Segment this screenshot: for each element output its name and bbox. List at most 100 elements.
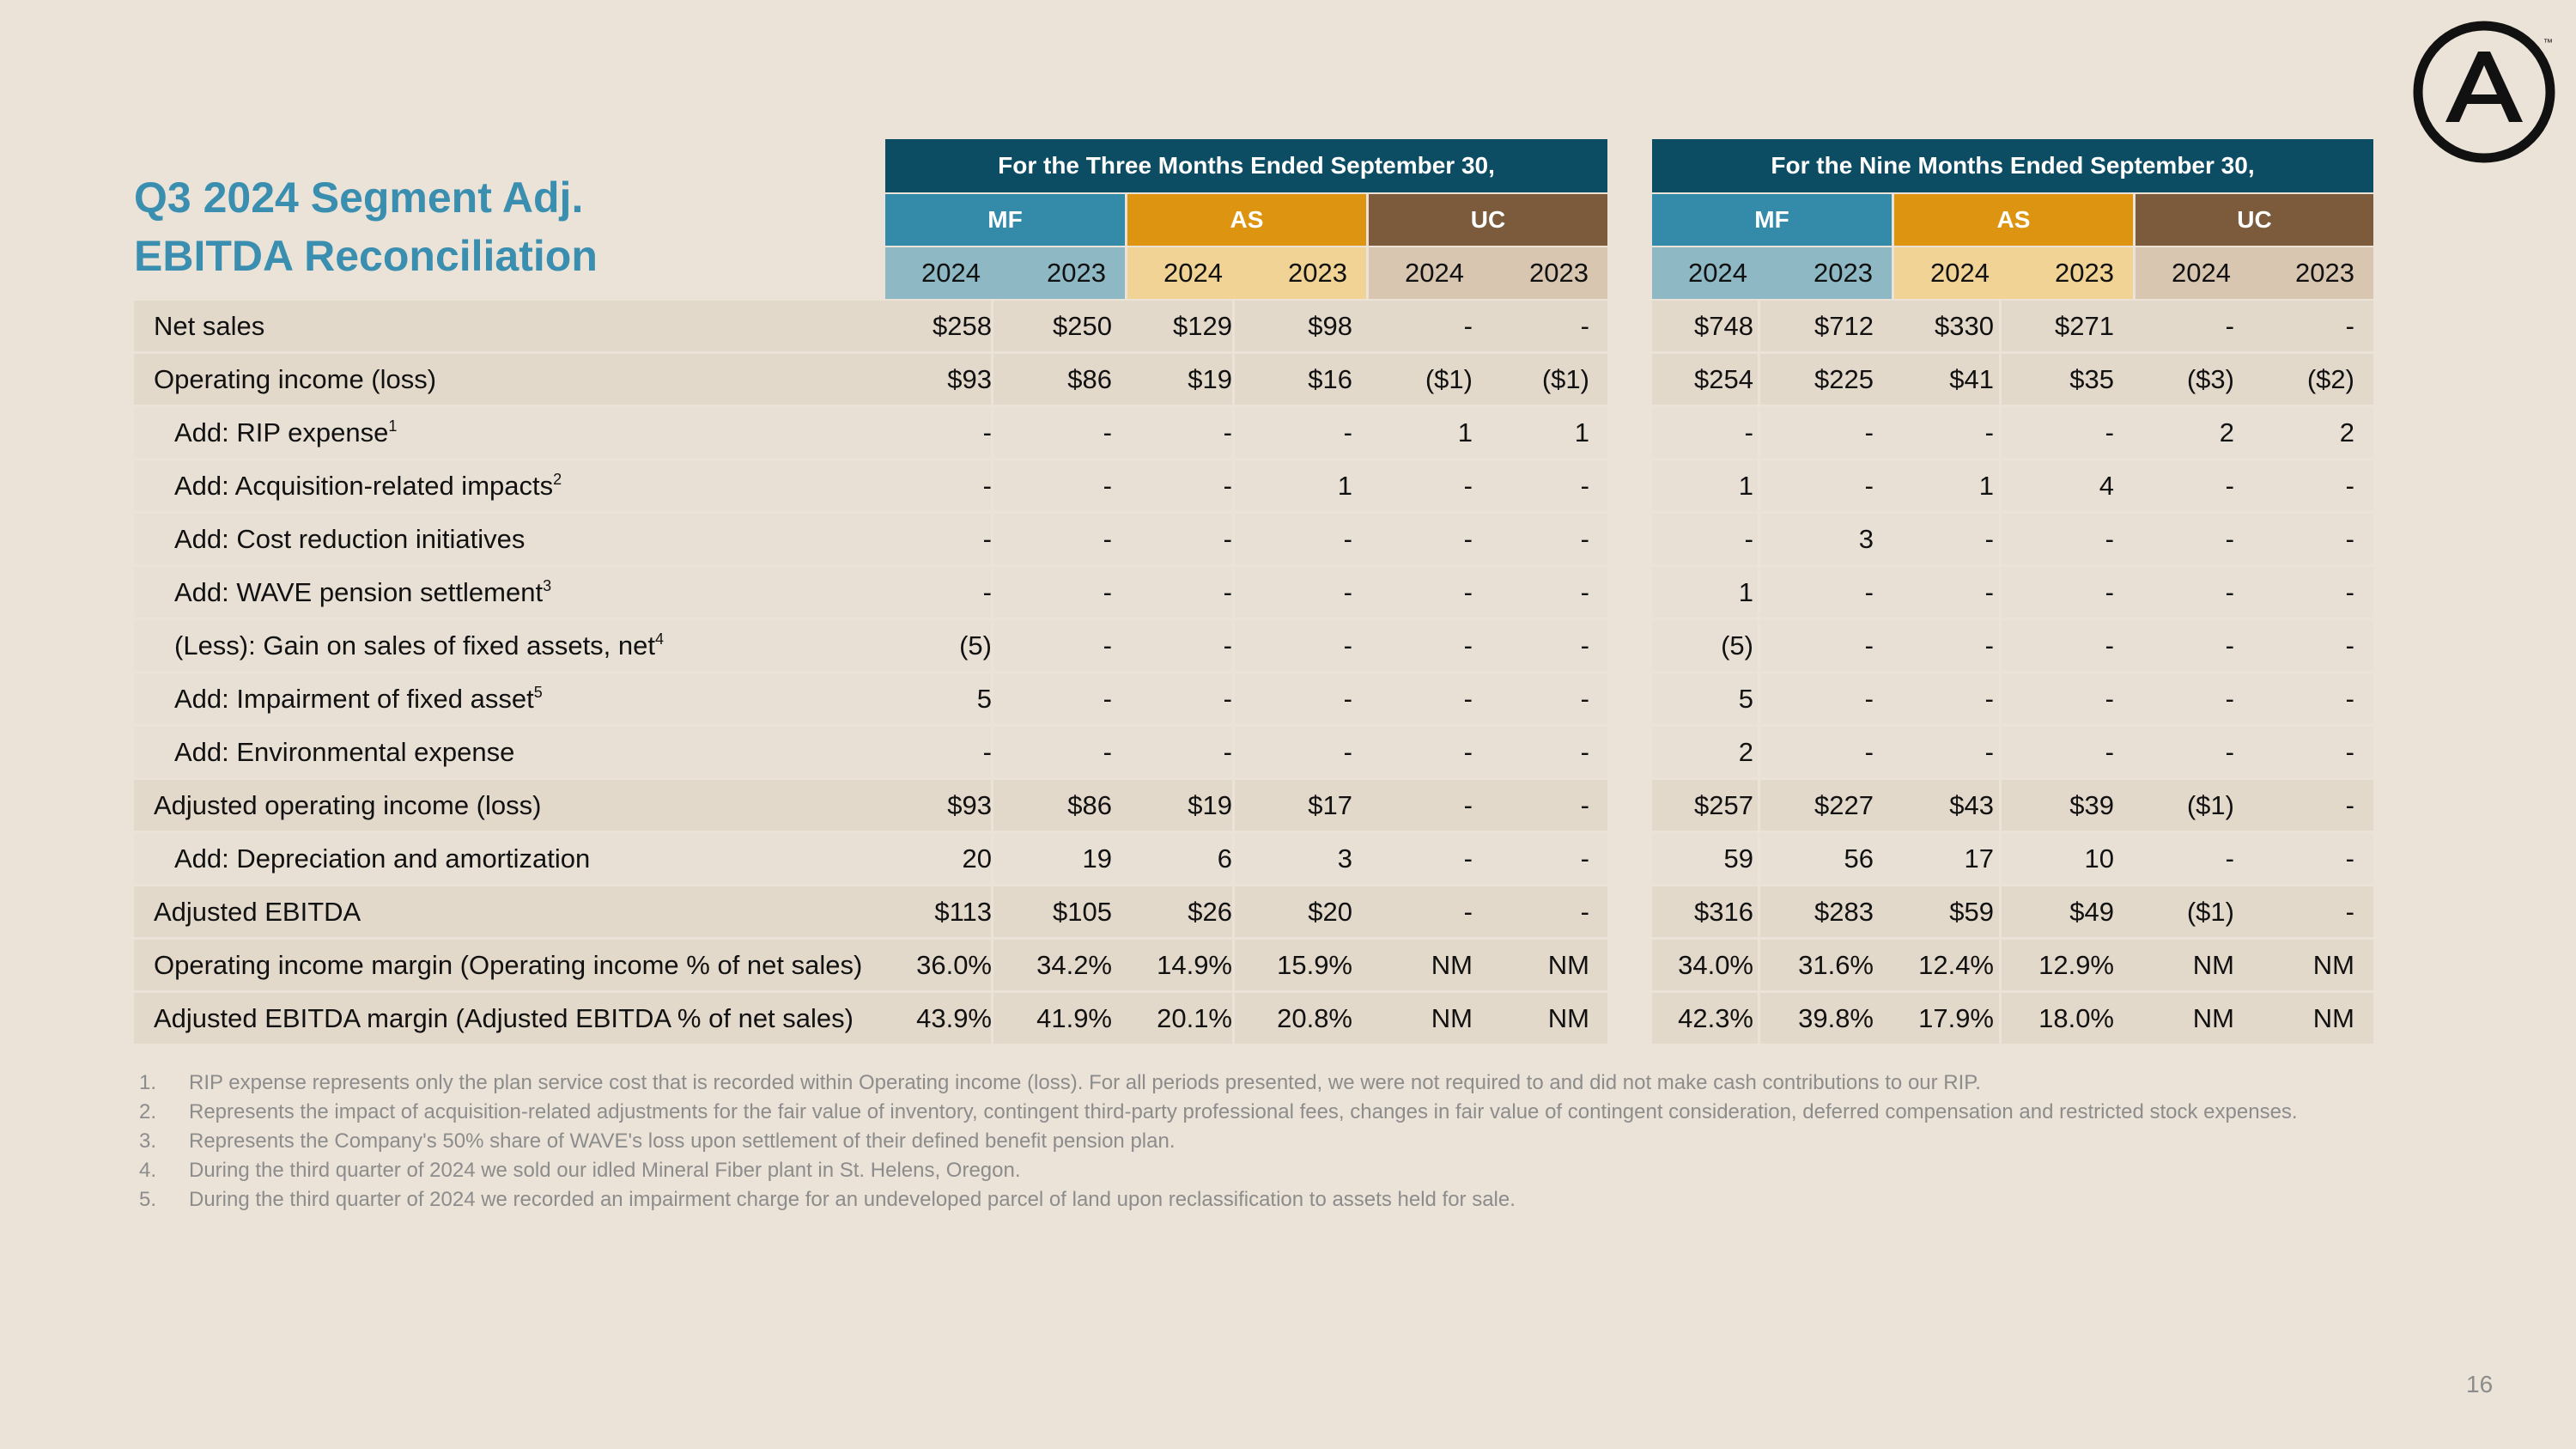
year-2024: 2024	[1163, 258, 1223, 288]
segment-divider	[1232, 940, 1235, 990]
table-cell: -	[1103, 417, 1112, 447]
table-cell: -	[2225, 524, 2234, 554]
table-cell: 59	[1723, 843, 1753, 874]
table-row: Adjusted operating income (loss) $93 $86 $1…	[134, 780, 2373, 833]
table-cell: $748	[1694, 311, 1753, 341]
table-cell: -	[2225, 684, 2234, 714]
table-cell: $712	[1814, 311, 1874, 341]
period-gap	[1607, 301, 1652, 351]
table-cell: $49	[2069, 897, 2114, 927]
table-cell: -	[1864, 737, 1874, 767]
footnote-number: 3.	[139, 1129, 157, 1153]
table-cell: $41	[1949, 364, 1994, 394]
table-cell: -	[2225, 843, 2234, 874]
year-2024: 2024	[1930, 258, 1990, 288]
segment-divider	[991, 886, 993, 937]
year-2023: 2023	[2295, 258, 2354, 288]
segment-divider	[991, 354, 993, 405]
table-cell: $105	[1053, 897, 1112, 927]
table-cell: 17.9%	[1918, 1003, 1994, 1033]
table-cell: -	[2345, 577, 2354, 607]
row-label: Net sales	[154, 301, 264, 351]
table-cell: 1	[1457, 417, 1473, 447]
segment-divider	[991, 620, 993, 671]
table-cell: -	[1103, 524, 1112, 554]
row-label: Add: Impairment of fixed asset5	[174, 673, 543, 724]
period-gap	[1607, 886, 1652, 937]
footnote-ref: 3	[543, 577, 552, 594]
table-row: (Less): Gain on sales of fixed assets, n…	[134, 620, 2373, 673]
row-label: Adjusted operating income (loss)	[154, 780, 541, 831]
table-row: Add: Impairment of fixed asset5 5- - - - -5- -…	[134, 673, 2373, 727]
table-cell: $86	[1067, 364, 1112, 394]
segment-divider	[991, 833, 993, 884]
row-label-text: Add: Depreciation and amortization	[174, 843, 591, 874]
table-cell: -	[1864, 471, 1874, 501]
table-cell: -	[1580, 577, 1589, 607]
segment-divider	[1999, 886, 2002, 937]
segment-divider	[1758, 940, 1760, 990]
table-cell: -	[982, 524, 992, 554]
table-cell: -	[1463, 684, 1473, 714]
table-row: Operating income margin (Operating incom…	[134, 940, 2373, 993]
period-gap	[1607, 567, 1652, 618]
table-cell: -	[1580, 737, 1589, 767]
row-label: Add: Acquisition-related impacts2	[174, 460, 562, 511]
table-cell: $20	[1308, 897, 1352, 927]
table-cell: -	[1580, 790, 1589, 820]
table-cell: -	[1580, 311, 1589, 341]
table-cell: NM	[2312, 1003, 2354, 1033]
year-2024: 2024	[1688, 258, 1747, 288]
segment-divider	[1758, 780, 1760, 831]
segment-divider	[991, 301, 993, 351]
table-cell: -	[1984, 630, 1994, 661]
table-cell: -	[1580, 684, 1589, 714]
footnote-item: 4. During the third quarter of 2024 we so…	[139, 1156, 2303, 1185]
row-label-text: Operating income margin (Operating incom…	[154, 950, 863, 980]
table-cell: (5)	[1721, 630, 1753, 661]
segment-divider	[1999, 993, 2002, 1044]
footnote-text: RIP expense represents only the plan ser…	[189, 1071, 1981, 1094]
table-cell: NM	[1547, 950, 1589, 980]
table-row: Add: Environmental expense - - - - - - 2 - - - - -	[134, 727, 2373, 780]
period-gap	[1607, 780, 1652, 831]
table-cell: -	[2105, 684, 2114, 714]
table-row: Add: RIP expense1- - - -1 1- - - -2 2	[134, 407, 2373, 460]
table-cell: -	[2345, 524, 2354, 554]
table-cell: -	[1463, 577, 1473, 607]
table-cell: $59	[1949, 897, 1994, 927]
segment-divider	[1232, 993, 1235, 1044]
segment-divider	[1232, 407, 1235, 458]
row-label: Add: Depreciation and amortization	[174, 833, 590, 884]
segment-divider	[991, 780, 993, 831]
table-cell: NM	[1431, 950, 1473, 980]
table-cell: 34.0%	[1678, 950, 1753, 980]
three-months-header: For the Three Months Ended September 30,	[885, 139, 1607, 192]
footnote-item: 1. RIP expense represents only the plan s…	[139, 1068, 2303, 1098]
segment-divider	[1232, 460, 1235, 511]
table-cell: -	[2105, 417, 2114, 447]
table-cell: -	[2345, 843, 2354, 874]
row-label-text: Adjusted EBITDA	[154, 897, 361, 927]
segment-divider	[991, 567, 993, 618]
segment-divider	[991, 993, 993, 1044]
table-cell: ($1)	[1541, 364, 1589, 394]
footnote-number: 4.	[139, 1159, 157, 1182]
segment-divider	[991, 673, 993, 724]
table-cell: $43	[1949, 790, 1994, 820]
table-cell: ($3)	[2186, 364, 2234, 394]
footnotes: 1. RIP expense represents only the plan s…	[139, 1068, 2303, 1215]
period-gap	[1607, 514, 1652, 564]
table-cell: -	[1343, 630, 1352, 661]
table-cell: ($1)	[1425, 364, 1473, 394]
table-cell: -	[1864, 630, 1874, 661]
table-cell: 20.8%	[1277, 1003, 1352, 1033]
row-label: (Less): Gain on sales of fixed assets, n…	[174, 620, 664, 671]
trademark-mark: ™	[2543, 38, 2553, 48]
table-row: Add: Cost reduction initiatives - - - - - - - 3 -…	[134, 514, 2373, 567]
row-label: Add: RIP expense1	[174, 407, 397, 458]
period-gap	[1607, 673, 1652, 724]
table-cell: $19	[1188, 790, 1232, 820]
segment-divider	[1999, 673, 2002, 724]
table-cell: -	[2105, 577, 2114, 607]
